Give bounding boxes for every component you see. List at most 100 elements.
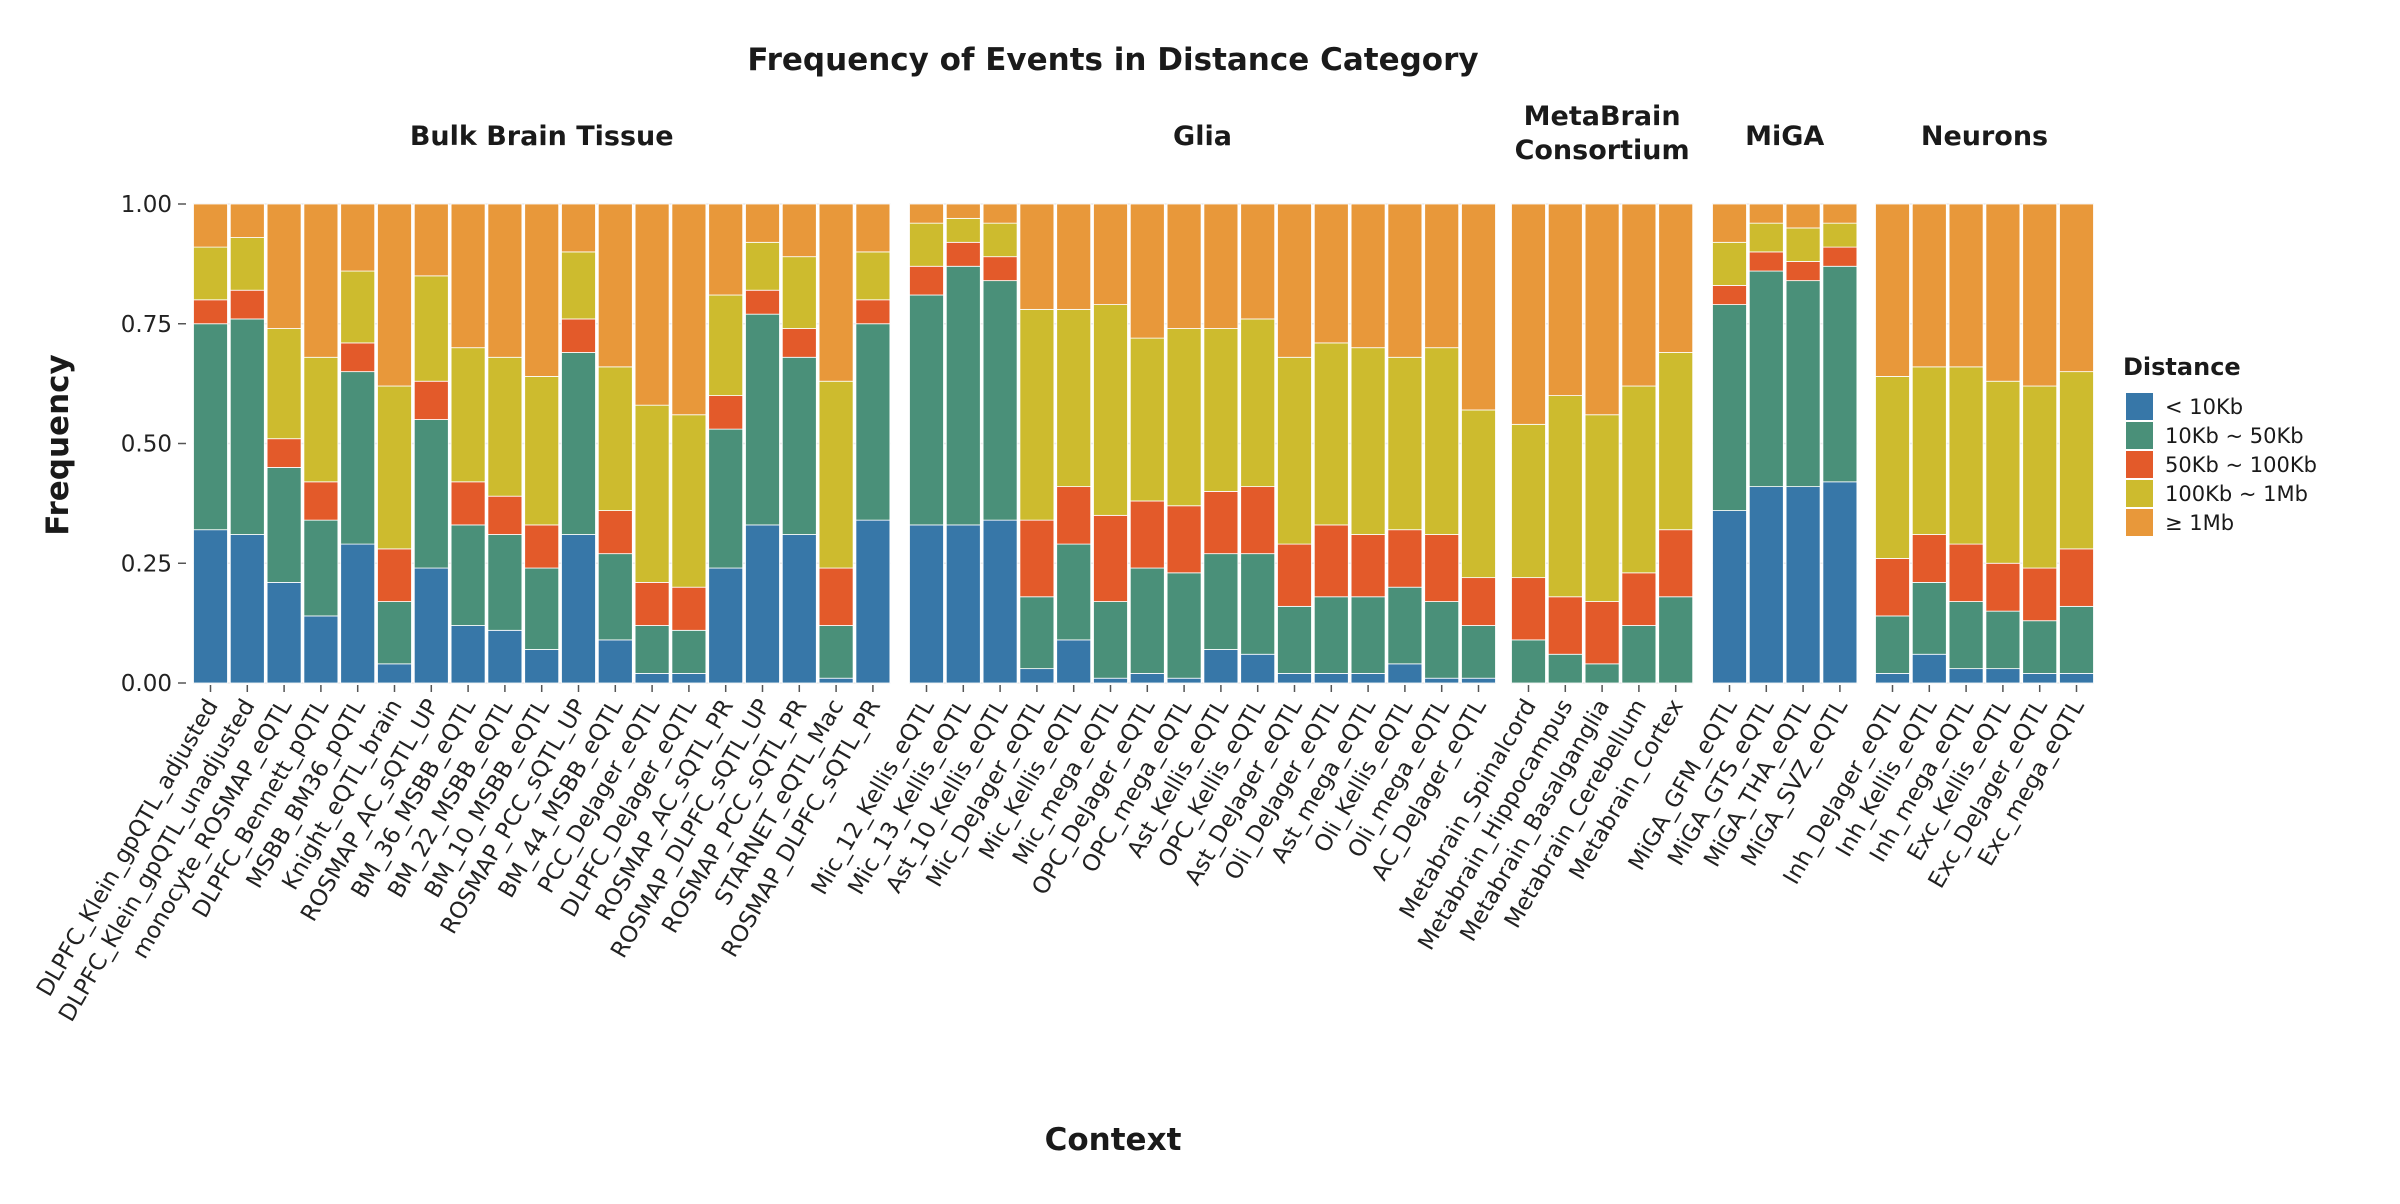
bar-segment bbox=[561, 534, 596, 684]
bar-segment bbox=[1547, 395, 1583, 598]
bar-segment bbox=[1511, 203, 1546, 425]
bar-segment bbox=[229, 318, 265, 535]
bar-segment bbox=[1985, 610, 2021, 670]
bar-segment bbox=[945, 217, 981, 243]
bar-segment bbox=[1166, 203, 1202, 329]
facet-panel: Bulk Brain TissueDLPFC_Klein_gpQTL_adjus… bbox=[32, 121, 891, 1026]
legend-swatch bbox=[2126, 451, 2153, 478]
bar-segment bbox=[1875, 673, 1910, 684]
bar-segment bbox=[1056, 203, 1092, 310]
bar-stack bbox=[2059, 203, 2094, 684]
bar-segment bbox=[634, 625, 670, 674]
bar-segment bbox=[229, 203, 265, 238]
bar-segment bbox=[1911, 203, 1947, 368]
facet-title: Bulk Brain Tissue bbox=[410, 121, 674, 152]
bar-segment bbox=[561, 251, 596, 320]
bar-segment bbox=[1350, 534, 1386, 598]
bar-segment bbox=[1166, 328, 1202, 507]
bar-stack bbox=[450, 203, 486, 684]
bar-segment bbox=[745, 203, 780, 243]
bar-segment bbox=[945, 265, 981, 526]
bar-segment bbox=[193, 246, 228, 301]
bar-segment bbox=[1948, 601, 1984, 670]
facet-title: Neurons bbox=[1921, 121, 2048, 152]
bar-stack bbox=[1019, 203, 1055, 684]
bar-segment bbox=[945, 203, 981, 219]
bar-segment bbox=[1240, 486, 1276, 555]
bar-stack bbox=[1240, 203, 1276, 684]
legend-title: Distance bbox=[2123, 353, 2241, 381]
bar-segment bbox=[1277, 673, 1312, 684]
bar-segment bbox=[1748, 486, 1784, 684]
bar-segment bbox=[340, 371, 376, 545]
bar-segment bbox=[1387, 663, 1423, 684]
bar-segment bbox=[266, 328, 302, 440]
bar-stack bbox=[982, 203, 1018, 684]
legend-label: ≥ 1Mb bbox=[2165, 511, 2234, 535]
bar-segment bbox=[1948, 543, 1984, 602]
bar-segment bbox=[745, 313, 780, 526]
bar-segment bbox=[818, 677, 854, 684]
bar-segment bbox=[1019, 668, 1055, 684]
bar-segment bbox=[708, 203, 744, 296]
bar-segment bbox=[982, 222, 1018, 258]
bar-segment bbox=[377, 601, 412, 665]
bar-segment bbox=[1712, 304, 1747, 511]
facet-panel: GliaMic_12_Kellis_eQTLMic_13_Kellis_eQTL… bbox=[807, 121, 1496, 899]
bar-segment bbox=[303, 203, 339, 358]
bar-segment bbox=[303, 481, 339, 521]
bar-segment bbox=[2022, 673, 2058, 684]
bar-stack bbox=[1547, 203, 1583, 684]
bar-segment bbox=[818, 380, 854, 569]
bar-segment bbox=[229, 237, 265, 291]
bar-segment bbox=[413, 275, 449, 382]
bar-segment bbox=[1985, 668, 2021, 684]
bar-segment bbox=[340, 270, 376, 344]
bar-segment bbox=[1129, 673, 1165, 684]
bar-segment bbox=[1785, 280, 1821, 488]
bar-segment bbox=[945, 241, 981, 267]
bar-segment bbox=[781, 356, 817, 535]
bar-stack bbox=[303, 203, 339, 684]
bar-segment bbox=[524, 649, 560, 684]
bar-segment bbox=[2059, 673, 2094, 684]
bar-segment bbox=[561, 203, 596, 253]
bar-stack bbox=[1203, 203, 1239, 684]
bar-segment bbox=[1748, 251, 1784, 272]
bar-stack bbox=[413, 203, 449, 684]
bar-segment bbox=[340, 203, 376, 272]
bar-segment bbox=[855, 519, 891, 684]
bar-segment bbox=[1350, 203, 1386, 349]
bar-segment bbox=[1658, 596, 1694, 684]
bar-segment bbox=[1461, 677, 1496, 684]
legend-label: 10Kb ~ 50Kb bbox=[2165, 424, 2304, 448]
bar-segment bbox=[1093, 677, 1128, 684]
bar-segment bbox=[855, 203, 891, 253]
bar-segment bbox=[671, 673, 707, 684]
bar-segment bbox=[597, 553, 633, 641]
bar-segment bbox=[1277, 356, 1312, 545]
bar-segment bbox=[413, 567, 449, 684]
bar-segment bbox=[634, 404, 670, 583]
bar-segment bbox=[1240, 553, 1276, 655]
y-tick-label: 0.50 bbox=[121, 432, 172, 458]
bar-stack bbox=[1129, 203, 1165, 684]
bar-stack bbox=[1056, 203, 1092, 684]
bar-segment bbox=[909, 222, 944, 267]
bar-segment bbox=[781, 256, 817, 329]
bar-segment bbox=[1277, 543, 1312, 607]
bar-segment bbox=[1129, 500, 1165, 569]
bar-segment bbox=[1621, 385, 1657, 574]
bar-segment bbox=[597, 203, 633, 368]
bar-segment bbox=[561, 352, 596, 535]
bar-segment bbox=[2059, 371, 2094, 550]
bar-segment bbox=[303, 519, 339, 617]
bar-segment bbox=[1822, 203, 1858, 224]
bar-segment bbox=[266, 203, 302, 329]
bar-segment bbox=[303, 615, 339, 684]
bar-segment bbox=[1911, 653, 1947, 684]
bar-segment bbox=[634, 582, 670, 626]
bar-segment bbox=[1313, 673, 1349, 684]
bar-segment bbox=[909, 294, 944, 526]
